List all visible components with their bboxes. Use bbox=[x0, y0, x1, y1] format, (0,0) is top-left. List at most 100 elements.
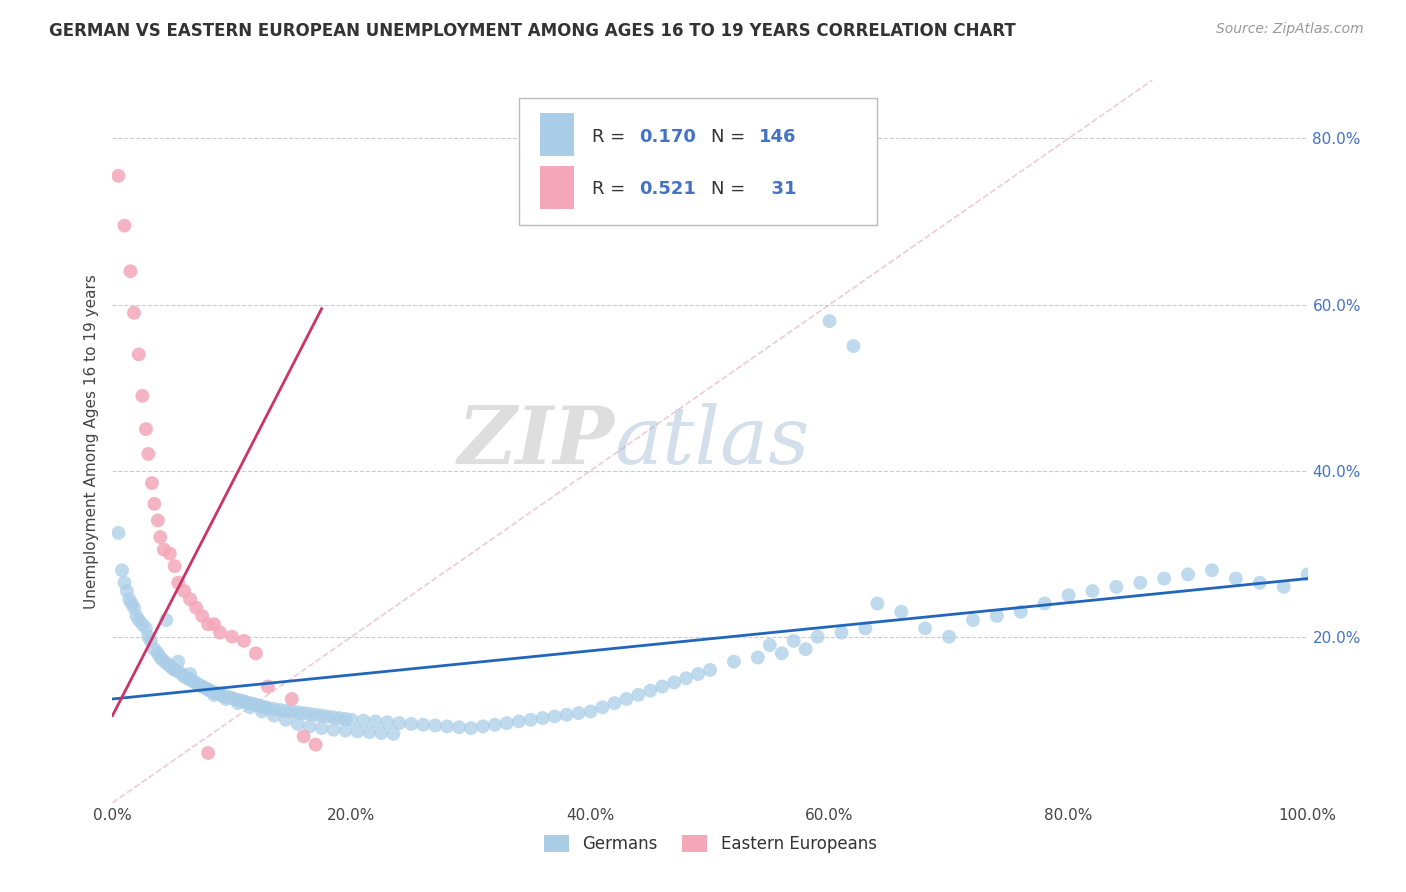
Point bbox=[250, 705, 273, 719]
Point bbox=[257, 680, 280, 694]
Point bbox=[131, 617, 153, 632]
Point bbox=[914, 621, 936, 635]
Point bbox=[364, 714, 387, 729]
Point bbox=[292, 706, 315, 720]
Point bbox=[202, 685, 225, 699]
Point bbox=[221, 630, 243, 644]
Point bbox=[770, 646, 793, 660]
Point bbox=[359, 725, 381, 739]
Point bbox=[298, 719, 321, 733]
Point bbox=[322, 710, 344, 724]
Point bbox=[149, 650, 172, 665]
Point bbox=[186, 676, 208, 690]
Point bbox=[287, 717, 309, 731]
Point bbox=[1010, 605, 1032, 619]
Point bbox=[167, 665, 190, 679]
Point bbox=[747, 650, 769, 665]
Point bbox=[170, 667, 193, 681]
Point bbox=[114, 219, 135, 233]
Point bbox=[143, 497, 166, 511]
Point bbox=[831, 625, 853, 640]
Point bbox=[818, 314, 841, 328]
Point bbox=[141, 476, 163, 491]
Text: N =: N = bbox=[711, 128, 751, 145]
Point bbox=[640, 683, 662, 698]
Point bbox=[162, 661, 183, 675]
Point bbox=[155, 613, 177, 627]
Point bbox=[233, 633, 256, 648]
Point bbox=[239, 696, 262, 710]
Point bbox=[388, 716, 411, 731]
Point bbox=[207, 686, 229, 700]
Point bbox=[197, 617, 219, 632]
Point bbox=[263, 708, 285, 723]
Point bbox=[159, 658, 181, 673]
Point bbox=[305, 707, 328, 722]
Point bbox=[233, 694, 256, 708]
Point bbox=[794, 642, 817, 657]
Point bbox=[221, 691, 243, 706]
Point bbox=[531, 711, 554, 725]
Point bbox=[274, 704, 297, 718]
Point bbox=[651, 680, 673, 694]
Point bbox=[1201, 563, 1223, 577]
Point bbox=[202, 688, 225, 702]
Text: 0.521: 0.521 bbox=[640, 180, 696, 198]
Point bbox=[1129, 575, 1152, 590]
Point bbox=[603, 696, 626, 710]
Point bbox=[118, 592, 141, 607]
Point bbox=[986, 609, 1008, 624]
FancyBboxPatch shape bbox=[540, 166, 574, 209]
Point bbox=[1081, 584, 1104, 599]
Point bbox=[1177, 567, 1199, 582]
Point bbox=[135, 621, 157, 635]
Point bbox=[281, 692, 304, 706]
Point bbox=[128, 347, 150, 361]
Text: GERMAN VS EASTERN EUROPEAN UNEMPLOYMENT AMONG AGES 16 TO 19 YEARS CORRELATION CH: GERMAN VS EASTERN EUROPEAN UNEMPLOYMENT … bbox=[49, 22, 1017, 40]
Point bbox=[1033, 597, 1056, 611]
Text: 146: 146 bbox=[759, 128, 797, 145]
Point bbox=[1249, 575, 1271, 590]
Point bbox=[723, 655, 745, 669]
Point bbox=[242, 697, 264, 711]
Point bbox=[335, 723, 357, 738]
Point bbox=[1272, 580, 1295, 594]
Point bbox=[215, 690, 238, 704]
Point bbox=[436, 719, 458, 733]
Point bbox=[125, 609, 148, 624]
Point bbox=[263, 702, 285, 716]
Point bbox=[122, 600, 145, 615]
Text: 31: 31 bbox=[759, 180, 797, 198]
Point bbox=[866, 597, 889, 611]
Point bbox=[508, 714, 530, 729]
Point bbox=[1105, 580, 1128, 594]
Point bbox=[664, 675, 686, 690]
Point bbox=[555, 707, 578, 722]
Point bbox=[316, 709, 339, 723]
Point bbox=[197, 682, 219, 697]
Point bbox=[460, 721, 482, 735]
Point bbox=[186, 600, 208, 615]
Point bbox=[231, 693, 253, 707]
Point bbox=[322, 723, 344, 737]
Text: R =: R = bbox=[592, 180, 631, 198]
Point bbox=[250, 699, 273, 714]
Point bbox=[191, 680, 214, 694]
Point bbox=[311, 708, 333, 723]
Point bbox=[146, 513, 169, 527]
Point bbox=[245, 698, 267, 712]
Point bbox=[218, 690, 240, 705]
Point bbox=[226, 693, 249, 707]
Point bbox=[472, 719, 495, 733]
Y-axis label: Unemployment Among Ages 16 to 19 years: Unemployment Among Ages 16 to 19 years bbox=[83, 274, 98, 609]
Point bbox=[122, 306, 145, 320]
Point bbox=[346, 724, 368, 739]
Point bbox=[177, 671, 200, 685]
Point bbox=[352, 714, 374, 728]
Point bbox=[675, 671, 697, 685]
Point bbox=[699, 663, 721, 677]
Point bbox=[120, 264, 142, 278]
Point bbox=[138, 630, 160, 644]
Text: atlas: atlas bbox=[614, 403, 810, 480]
Point bbox=[107, 525, 129, 540]
